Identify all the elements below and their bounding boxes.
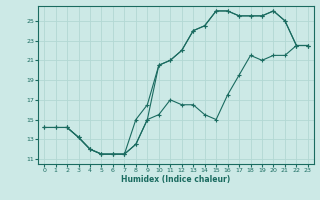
X-axis label: Humidex (Indice chaleur): Humidex (Indice chaleur) bbox=[121, 175, 231, 184]
